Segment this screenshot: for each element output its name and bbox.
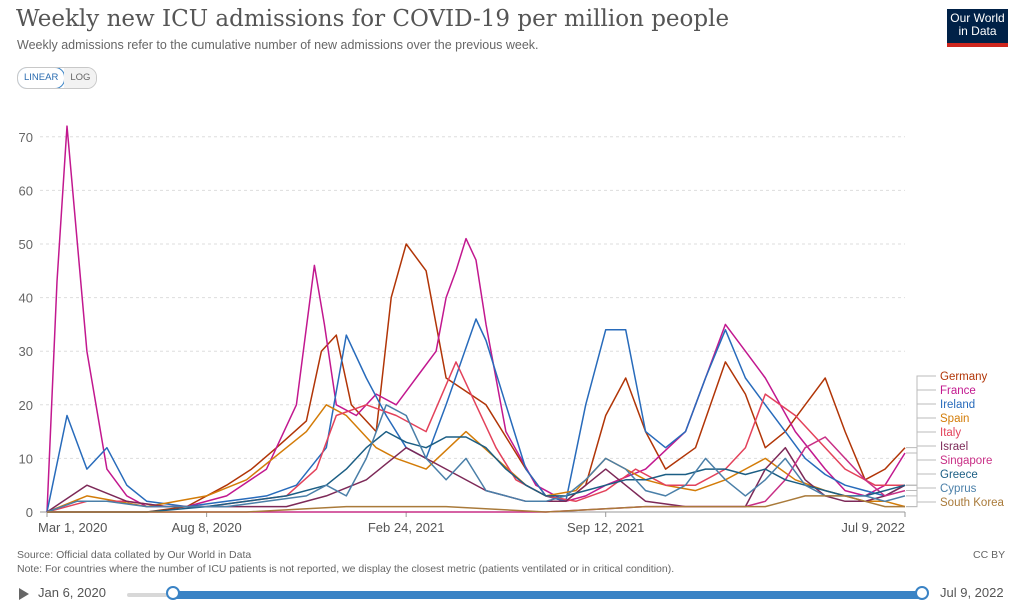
x-tick-label: Aug 8, 2020 <box>172 520 242 535</box>
timeline-start-handle[interactable] <box>166 586 180 600</box>
y-tick-label: 30 <box>19 344 33 359</box>
legend-label: Germany <box>940 371 988 383</box>
y-tick-label: 10 <box>19 451 33 466</box>
legend-label: Greece <box>940 469 978 481</box>
timeline-end-handle[interactable] <box>915 586 929 600</box>
y-tick-label: 40 <box>19 291 33 306</box>
linear-scale-button[interactable]: LINEAR <box>18 68 66 88</box>
x-tick-label: Jul 9, 2022 <box>841 520 905 535</box>
methodology-note: Note: For countries where the number of … <box>17 563 675 575</box>
line-chart: 0 10 20 30 40 50 60 70 Mar 1, 2020 Aug 8, 2020 Feb… <box>19 125 1005 535</box>
legend-label: South Korea <box>940 497 1005 509</box>
logo-accent-bar <box>947 43 1008 47</box>
y-tick-label: 0 <box>26 505 33 520</box>
legend-connector <box>906 445 936 486</box>
series-line-germany <box>47 243 906 513</box>
legend-connector <box>906 501 936 508</box>
play-icon[interactable] <box>19 588 29 600</box>
legend-label: Singapore <box>940 455 992 467</box>
timeline-end-date: Jul 9, 2022 <box>940 585 1004 600</box>
legend-connector <box>906 389 936 454</box>
legend-label: Ireland <box>940 399 975 411</box>
y-tick-label: 50 <box>19 237 33 252</box>
chart-title: Weekly new ICU admissions for COVID-19 p… <box>16 6 730 32</box>
series-line-cyprus <box>46 404 906 513</box>
timeline-selected-range <box>173 591 922 599</box>
legend-connector <box>906 375 936 449</box>
series-line-ireland <box>46 318 906 513</box>
chart-subtitle: Weekly admissions refer to the cumulativ… <box>17 38 539 52</box>
y-tick-label: 60 <box>19 183 33 198</box>
legend-label: Italy <box>940 427 961 439</box>
y-tick-label: 70 <box>19 130 33 145</box>
timeline-start-date: Jan 6, 2020 <box>38 585 106 600</box>
source-note: Source: Official data collated by Our Wo… <box>17 549 252 561</box>
legend-label: Israel <box>940 441 968 453</box>
x-tick-label: Sep 12, 2021 <box>567 520 644 535</box>
legend-connector <box>906 459 936 492</box>
legend-connector <box>906 417 936 508</box>
legend-label: France <box>940 385 976 397</box>
timeline-slider: Jan 6, 2020 Jul 9, 2022 <box>0 578 1019 608</box>
series-line-israel <box>46 446 906 513</box>
logo-line-2: in Data <box>958 24 997 38</box>
series-line-greece <box>47 430 906 513</box>
owid-logo[interactable]: Our World in Data <box>947 9 1008 47</box>
logo-line-1: Our World <box>950 11 1005 25</box>
license-link[interactable]: CC BY <box>973 549 1006 561</box>
log-scale-button[interactable]: LOG <box>64 68 97 88</box>
legend-connector <box>906 487 936 497</box>
legend-connector <box>906 473 936 486</box>
x-tick-label: Feb 24, 2021 <box>368 520 445 535</box>
y-tick-label: 20 <box>19 398 33 413</box>
scale-toggle: LINEAR LOG <box>17 67 98 89</box>
legend-connector <box>906 403 936 486</box>
series-line-south-korea <box>47 495 905 513</box>
legend-label: Cyprus <box>940 483 977 495</box>
x-tick-label: Mar 1, 2020 <box>38 520 107 535</box>
legend-label: Spain <box>940 413 969 425</box>
legend-connector <box>906 431 936 486</box>
